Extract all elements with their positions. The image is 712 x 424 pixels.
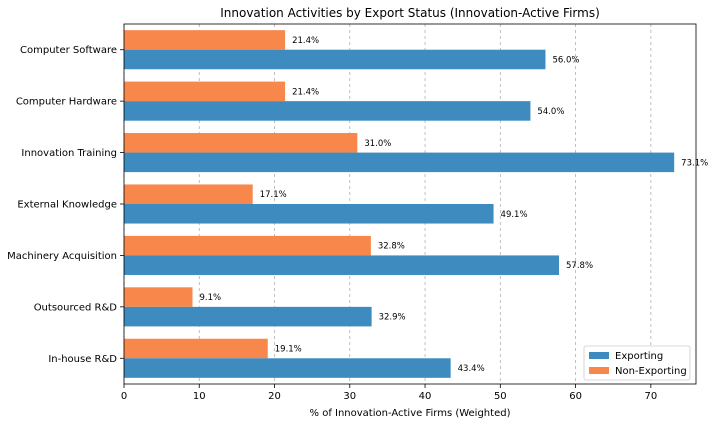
bar-non-exporting — [124, 81, 286, 102]
legend-box — [583, 345, 691, 381]
data-label-non-exporting: 19.1% — [275, 345, 302, 355]
category-label: Computer Software — [20, 45, 117, 56]
data-label-exporting: 54.0% — [537, 107, 564, 117]
x-tick-label: 70 — [644, 391, 657, 402]
bar-exporting — [124, 101, 531, 121]
x-axis-ticks: 0 10 20 30 40 50 60 70 — [121, 384, 657, 402]
data-label-non-exporting: 21.4% — [292, 36, 319, 46]
data-label-non-exporting: 31.0% — [364, 139, 391, 149]
x-tick-label: 60 — [569, 391, 582, 402]
x-tick-label: 20 — [268, 391, 281, 402]
category-label: Outsourced R&D — [34, 302, 118, 313]
bar-exporting — [124, 204, 494, 224]
category-label: Machinery Acquisition — [7, 251, 117, 262]
legend-label: Exporting — [615, 351, 663, 362]
x-tick-label: 0 — [121, 391, 127, 402]
data-label-exporting: 43.4% — [458, 364, 485, 374]
bar-exporting — [124, 306, 372, 327]
bar-exporting — [124, 152, 675, 173]
x-tick-label: 10 — [193, 391, 206, 402]
data-label-exporting: 32.9% — [379, 313, 406, 323]
legend-swatch — [589, 367, 609, 374]
data-label-exporting: 57.8% — [566, 261, 593, 271]
data-label-non-exporting: 21.4% — [292, 87, 319, 97]
x-tick-label: 30 — [343, 391, 356, 402]
category-label: Computer Hardware — [16, 97, 117, 108]
bar-non-exporting — [124, 338, 268, 359]
data-label-exporting: 56.0% — [552, 55, 579, 65]
category-label: External Knowledge — [17, 200, 117, 211]
bar-non-exporting — [124, 30, 286, 50]
legend: Exporting Non-Exporting — [583, 345, 691, 381]
data-label-non-exporting: 9.1% — [199, 293, 221, 303]
bar-non-exporting — [124, 235, 371, 256]
bar-non-exporting — [124, 133, 358, 153]
bar-non-exporting — [124, 287, 193, 307]
x-axis-label: % of Innovation-Active Firms (Weighted) — [310, 408, 511, 419]
data-label-non-exporting: 17.1% — [260, 190, 287, 200]
data-label-exporting: 73.1% — [681, 158, 708, 168]
bar-non-exporting — [124, 184, 253, 204]
chart-title: Innovation Activities by Export Status (… — [220, 6, 600, 20]
legend-swatch — [589, 352, 609, 359]
category-label: In-house R&D — [48, 354, 117, 365]
legend-label: Non-Exporting — [615, 366, 687, 377]
category-label: Innovation Training — [21, 148, 117, 159]
bar-exporting — [124, 49, 546, 70]
bars — [124, 30, 675, 378]
y-axis-ticks: Computer Software Computer Hardware Innova… — [7, 45, 124, 365]
x-tick-label: 40 — [419, 391, 432, 402]
bar-exporting — [124, 255, 560, 275]
bar-exporting — [124, 358, 451, 378]
data-label-exporting: 49.1% — [501, 210, 528, 220]
data-label-non-exporting: 32.8% — [378, 242, 405, 252]
x-tick-label: 50 — [494, 391, 507, 402]
data-labels: 21.4% 56.0% 21.4% 54.0% 31.0% 73.1% 17.1% 49.1%… — [199, 36, 708, 374]
